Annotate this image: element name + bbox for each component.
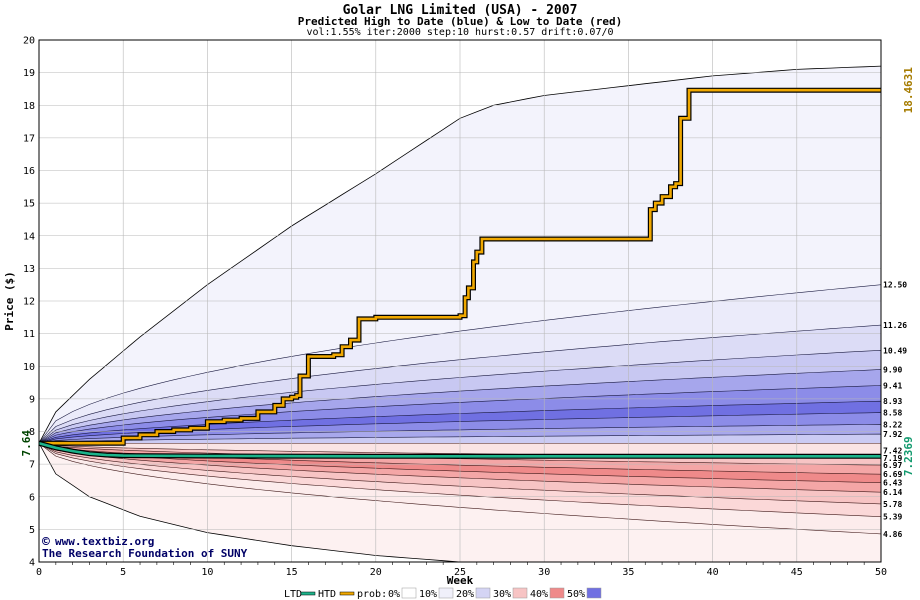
legend-prob-label: prob: xyxy=(357,589,387,600)
x-axis-title: Week xyxy=(447,574,474,587)
band-end-label: 12.50 xyxy=(883,281,907,290)
band-end-label: 8.93 xyxy=(883,397,902,406)
y-tick-label: 13 xyxy=(23,264,35,275)
x-tick-label: 15 xyxy=(286,567,298,578)
x-tick-label: 50 xyxy=(875,567,887,578)
x-tick-label: 0 xyxy=(36,567,42,578)
chart-subtitle: Predicted High to Date (blue) & Low to D… xyxy=(297,15,623,28)
band-end-label: 6.14 xyxy=(883,488,902,497)
x-tick-label: 10 xyxy=(201,567,213,578)
copyright-icon: © xyxy=(42,535,50,550)
x-tick-label: 40 xyxy=(707,567,719,578)
y-tick-label: 18 xyxy=(23,101,35,112)
band-end-label: 7.42 xyxy=(883,446,902,455)
y-tick-label: 16 xyxy=(23,166,35,177)
plot-frame xyxy=(38,39,882,563)
watermark-org: The Research Foundation of SUNY xyxy=(42,547,248,560)
low-to-date-label: 7.2369 xyxy=(902,436,915,476)
band-end-label: 6.43 xyxy=(883,479,902,488)
legend-prob-swatch xyxy=(586,587,602,599)
y-tick-label: 6 xyxy=(29,492,35,503)
legend-htd-label: HTD xyxy=(318,589,336,600)
y-tick-label: 17 xyxy=(23,133,35,144)
band-end-label: 11.26 xyxy=(883,321,907,330)
band-end-label: 10.49 xyxy=(883,346,907,355)
x-tick-label: 20 xyxy=(370,567,382,578)
band-end-label: 6.97 xyxy=(883,461,902,470)
band-end-label: 5.78 xyxy=(883,500,902,509)
x-tick-label: 25 xyxy=(454,567,466,578)
y-tick-label: 14 xyxy=(23,231,35,242)
band-end-label: 5.39 xyxy=(883,513,902,522)
legend-prob-item-label: 50% xyxy=(567,589,585,600)
y-tick-label: 9 xyxy=(29,394,35,405)
y-tick-label: 8 xyxy=(29,427,35,438)
start-price-label: 7.64 xyxy=(20,430,33,457)
band-end-label: 9.41 xyxy=(883,381,902,390)
legend-ltd-swatch xyxy=(300,591,316,596)
ltd-series-line xyxy=(38,441,881,458)
band-end-label: 8.58 xyxy=(883,409,902,418)
legend-prob-item-label: 30% xyxy=(493,589,511,600)
x-tick-label: 5 xyxy=(120,567,126,578)
legend-prob-swatch xyxy=(549,587,565,599)
y-tick-label: 20 xyxy=(23,36,35,47)
chart-parameters: vol:1.55% iter:2000 step:10 hurst:0.57 d… xyxy=(306,27,614,38)
y-tick-label: 10 xyxy=(23,362,35,373)
x-tick-label: 30 xyxy=(538,567,550,578)
y-tick-label: 12 xyxy=(23,297,35,308)
chart-title: Golar LNG Limited (USA) - 2007 xyxy=(342,3,578,18)
y-tick-label: 11 xyxy=(23,329,35,340)
band-end-label: 4.86 xyxy=(883,530,902,539)
legend-prob-swatch xyxy=(512,587,528,599)
watermark-url: www.textbiz.org xyxy=(55,535,154,548)
legend-ltd-label: LTD xyxy=(284,589,302,600)
y-tick-label: 7 xyxy=(29,460,35,471)
x-tick-label: 35 xyxy=(622,567,634,578)
legend-prob-item-label: 40% xyxy=(530,589,548,600)
band-end-label: 9.90 xyxy=(883,366,902,375)
y-axis-title: Price ($) xyxy=(3,271,16,331)
y-tick-label: 19 xyxy=(23,68,35,79)
legend-prob-item-label: 0% xyxy=(388,589,400,600)
legend-prob-item-label: 20% xyxy=(456,589,474,600)
band-end-label: 6.69 xyxy=(883,470,902,479)
y-tick-label: 5 xyxy=(29,525,35,536)
legend-prob-swatch xyxy=(475,587,491,599)
y-tick-label: 4 xyxy=(29,558,35,569)
band-end-label: 7.92 xyxy=(883,430,902,439)
legend-prob-swatch xyxy=(401,587,417,599)
band-end-label: 7.19 xyxy=(883,454,902,463)
legend-prob-swatch xyxy=(438,587,454,599)
x-tick-label: 45 xyxy=(791,567,803,578)
legend-htd-swatch xyxy=(339,591,355,596)
band-end-label: 8.22 xyxy=(883,420,902,429)
legend-prob-item-label: 10% xyxy=(419,589,437,600)
y-tick-label: 15 xyxy=(23,199,35,210)
high-to-date-label: 18.4631 xyxy=(902,67,915,114)
htd-series-line xyxy=(39,88,881,445)
